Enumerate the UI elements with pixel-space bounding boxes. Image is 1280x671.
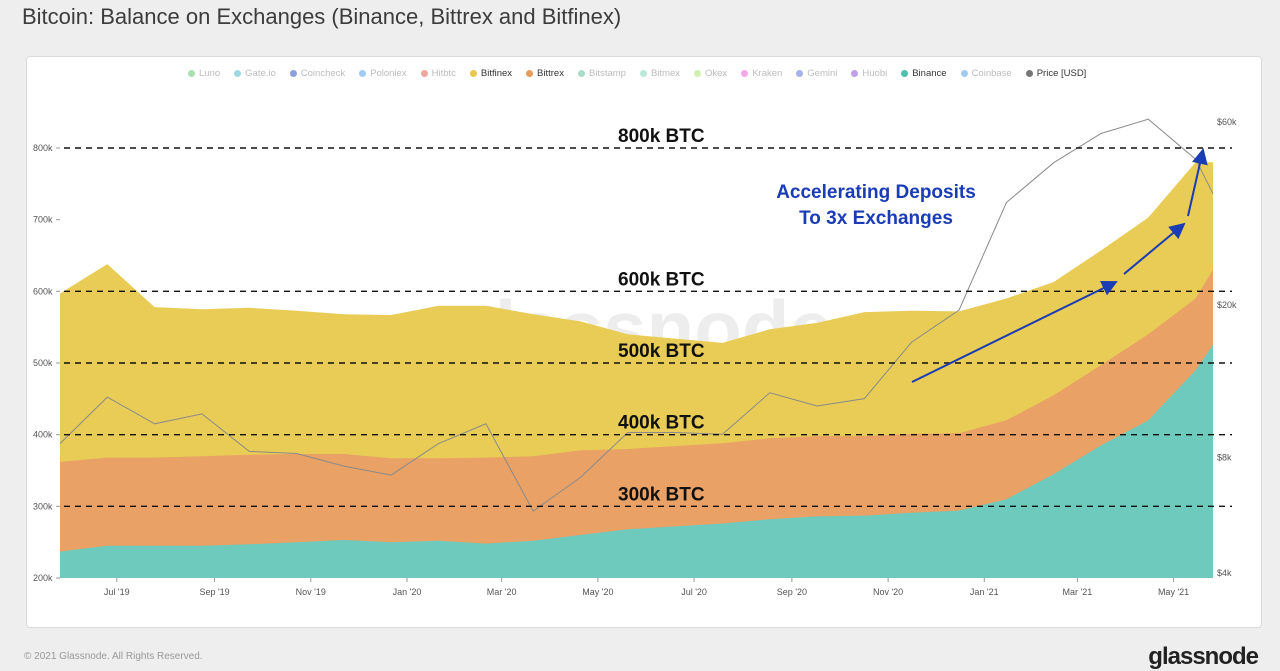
y-left-tick-label: 800k [33,143,53,153]
x-tick-label: Jan '20 [393,587,422,597]
y-right-tick-label: $4k [1217,568,1232,578]
legend-label: Coinbase [971,68,1012,79]
legend-marker [960,70,968,77]
legend-item-bittrex[interactable]: Bittrex [526,68,564,79]
annotation-arrow [911,280,1118,383]
x-tick-label: Nov '19 [296,587,326,597]
y-right-tick-label: $8k [1217,453,1232,463]
y-right-tick-label: $60k [1217,117,1237,127]
reference-label: 400k BTC [618,413,705,434]
legend-label: Kraken [752,68,783,79]
x-tick-label: Sep '19 [199,587,229,597]
legend-item-coincheck[interactable]: Coincheck [289,68,346,79]
x-tick-label: Mar '21 [1062,587,1092,597]
legend-item-okex[interactable]: Okex [694,68,727,79]
legend-marker [901,70,909,77]
reference-label: 500k BTC [618,341,705,362]
legend-marker [188,70,195,77]
legend-item-bitstamp[interactable]: Bitstamp [577,68,626,79]
legend-marker [1025,70,1033,77]
legend-item-luno[interactable]: Luno [188,68,220,79]
legend-item-hitbtc[interactable]: Hitbtc [420,68,456,79]
chart-legend: Luno Gate.io Coincheck Poloniex Hitbtc Bitfin… [188,68,1240,79]
legend-marker [359,70,367,77]
reference-label: 600k BTC [618,269,705,290]
legend-label: Hitbtc [431,68,456,79]
annotation-text: Accelerating Deposits [776,182,976,203]
reference-label: 300k BTC [618,484,705,505]
page-title: Bitcoin: Balance on Exchanges (Binance, … [22,4,622,29]
legend-item-bitmex[interactable]: Bitmex [639,68,680,79]
legend-marker [234,70,242,77]
legend-item-binance[interactable]: Binance [901,68,947,79]
reference-label: 800k BTC [618,126,705,147]
y-left-tick-label: 300k [33,501,53,511]
legend-item-gemini[interactable]: Gemini [796,68,837,79]
legend-label: Coincheck [300,68,346,79]
legend-marker [851,70,859,77]
x-tick-label: Nov '20 [873,587,903,597]
legend-marker [741,70,749,77]
legend-item-poloniex[interactable]: Poloniex [359,68,407,79]
legend-marker [694,70,701,77]
x-tick-label: May '20 [582,587,613,597]
legend-item-kraken[interactable]: Kraken [741,68,782,79]
x-tick-label: Mar '20 [487,587,517,597]
glassnode-logo: glassnode [1148,643,1259,670]
legend-item-coinbase[interactable]: Coinbase [960,68,1012,79]
y-left-tick-label: 600k [33,286,53,296]
y-left-tick-label: 700k [33,215,53,225]
series-area-binance [60,345,1213,578]
legend-marker [289,70,297,77]
x-tick-label: Jul '19 [104,587,130,597]
x-tick-label: Jan '21 [970,587,999,597]
y-left-tick-label: 200k [33,573,53,583]
legend-label: Bitfinex [480,68,513,79]
annotation-arrow [1187,148,1208,217]
legend-item-huobi[interactable]: Huobi [851,68,887,79]
legend-label: Price [USD] [1036,68,1087,79]
annotation-arrow [1123,222,1186,275]
legend-label: Poloniex [370,68,407,79]
x-tick-label: Sep '20 [777,587,807,597]
y-left-tick-label: 500k [33,358,53,368]
x-tick-label: May '21 [1158,587,1189,597]
legend-item-gate-io[interactable]: Gate.io [234,68,276,79]
legend-label: Gate.io [245,68,276,79]
legend-label: Bitstamp [588,68,626,79]
legend-marker [796,70,804,77]
legend-label: Bittrex [537,68,564,79]
annotation-text: To 3x Exchanges [799,208,953,229]
series-area-bittrex [60,269,1213,578]
copyright-footer: © 2021 Glassnode. All Rights Reserved. [24,651,203,662]
legend-marker [526,70,534,77]
legend-item-price-usd[interactable]: Price [USD] [1025,68,1087,79]
legend-item-bitfinex[interactable]: Bitfinex [469,68,513,79]
y-right-tick-label: $20k [1217,300,1237,310]
legend-label: Huobi [862,68,888,79]
x-tick-label: Jul '20 [681,587,707,597]
legend-marker [577,70,585,77]
legend-label: Okex [705,68,728,79]
y-left-tick-label: 400k [33,430,53,440]
legend-marker [420,70,428,77]
legend-label: Gemini [807,68,838,79]
legend-marker [469,70,477,77]
legend-label: Bitmex [650,68,680,79]
series-line-price [59,118,1214,512]
legend-label: Binance [912,68,947,79]
legend-marker [639,70,647,77]
legend-label: Luno [199,68,221,79]
